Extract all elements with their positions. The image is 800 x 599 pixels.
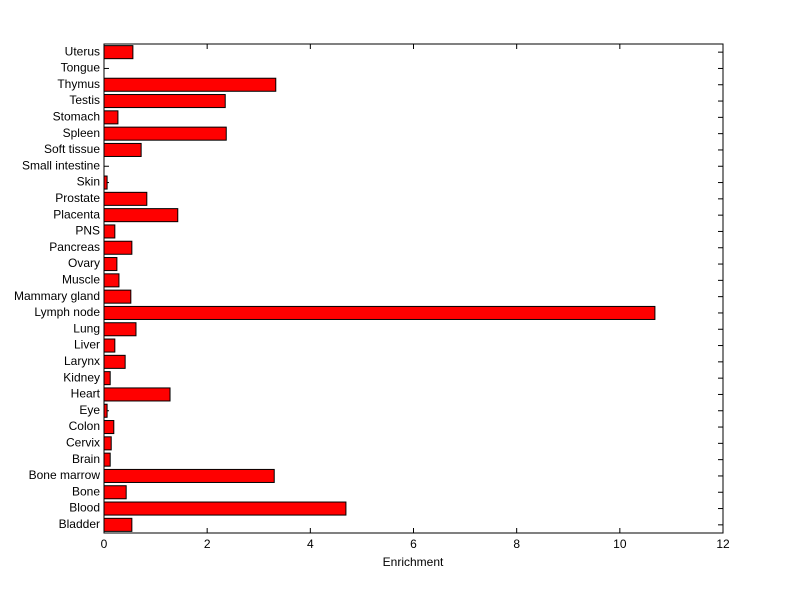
bar: [103, 289, 132, 304]
y-tick-label: Uterus: [65, 44, 100, 58]
y-tick-label: Lung: [73, 321, 100, 335]
bar: [103, 191, 148, 206]
bar: [103, 45, 134, 60]
y-tick-label: Testis: [69, 93, 100, 107]
bar: [103, 436, 112, 451]
y-tick-label: Ovary: [68, 256, 100, 270]
y-tick-label: Cervix: [66, 436, 100, 450]
y-tick-label: Muscle: [62, 273, 100, 287]
y-tick-label: Larynx: [64, 354, 100, 368]
bar: [103, 273, 120, 288]
y-tick-label: Heart: [71, 387, 101, 401]
bar: [103, 126, 227, 141]
bar: [103, 517, 133, 532]
bar: [103, 354, 126, 369]
y-tick-label: Blood: [69, 501, 100, 515]
y-tick-label: Skin: [77, 175, 100, 189]
y-tick-label: Tongue: [61, 61, 101, 75]
bar: [103, 322, 137, 337]
bar: [103, 94, 226, 109]
y-tick-label: Kidney: [63, 370, 100, 384]
y-tick-label: Soft tissue: [44, 142, 100, 156]
bar: [103, 224, 116, 239]
y-tick-label: Thymus: [57, 77, 100, 91]
bar: [103, 305, 656, 320]
y-tick-label: Bone: [72, 484, 100, 498]
x-axis-label: Enrichment: [383, 555, 444, 569]
plot-frame: [103, 43, 724, 534]
bar: [103, 77, 277, 92]
y-tick-label: Bladder: [59, 517, 100, 531]
bar: [103, 208, 179, 223]
x-tick-label: 4: [307, 537, 314, 551]
bar: [103, 485, 127, 500]
y-tick-label: Pancreas: [49, 240, 100, 254]
bar: [103, 240, 133, 255]
y-tick-label: Small intestine: [22, 158, 100, 172]
x-tick-label: 0: [101, 537, 108, 551]
bar: [103, 501, 347, 516]
y-tick-label: PNS: [75, 224, 100, 238]
x-tick-label: 12: [716, 537, 730, 551]
bar: [103, 110, 119, 125]
y-tick-label: Brain: [72, 452, 100, 466]
x-tick-label: 6: [410, 537, 417, 551]
bar: [103, 142, 142, 157]
bar: [103, 420, 115, 435]
bar: [103, 257, 118, 272]
x-tick-label: 10: [613, 537, 627, 551]
x-tick-label: 8: [513, 537, 520, 551]
y-tick-label: Stomach: [53, 110, 100, 124]
bar: [103, 387, 171, 402]
y-tick-label: Prostate: [55, 191, 100, 205]
bar: [103, 371, 111, 386]
y-tick-label: Colon: [69, 419, 100, 433]
bar: [103, 452, 111, 467]
bar: [103, 338, 116, 353]
y-tick-label: Mammary gland: [14, 289, 100, 303]
bar: [103, 468, 275, 483]
y-tick-label: Spleen: [63, 126, 100, 140]
y-tick-label: Bone marrow: [29, 468, 101, 482]
y-tick-label: Placenta: [53, 207, 100, 221]
y-tick-label: Eye: [79, 403, 100, 417]
x-tick-label: 2: [204, 537, 211, 551]
y-tick-label: Liver: [74, 338, 100, 352]
y-tick-label: Lymph node: [34, 305, 100, 319]
